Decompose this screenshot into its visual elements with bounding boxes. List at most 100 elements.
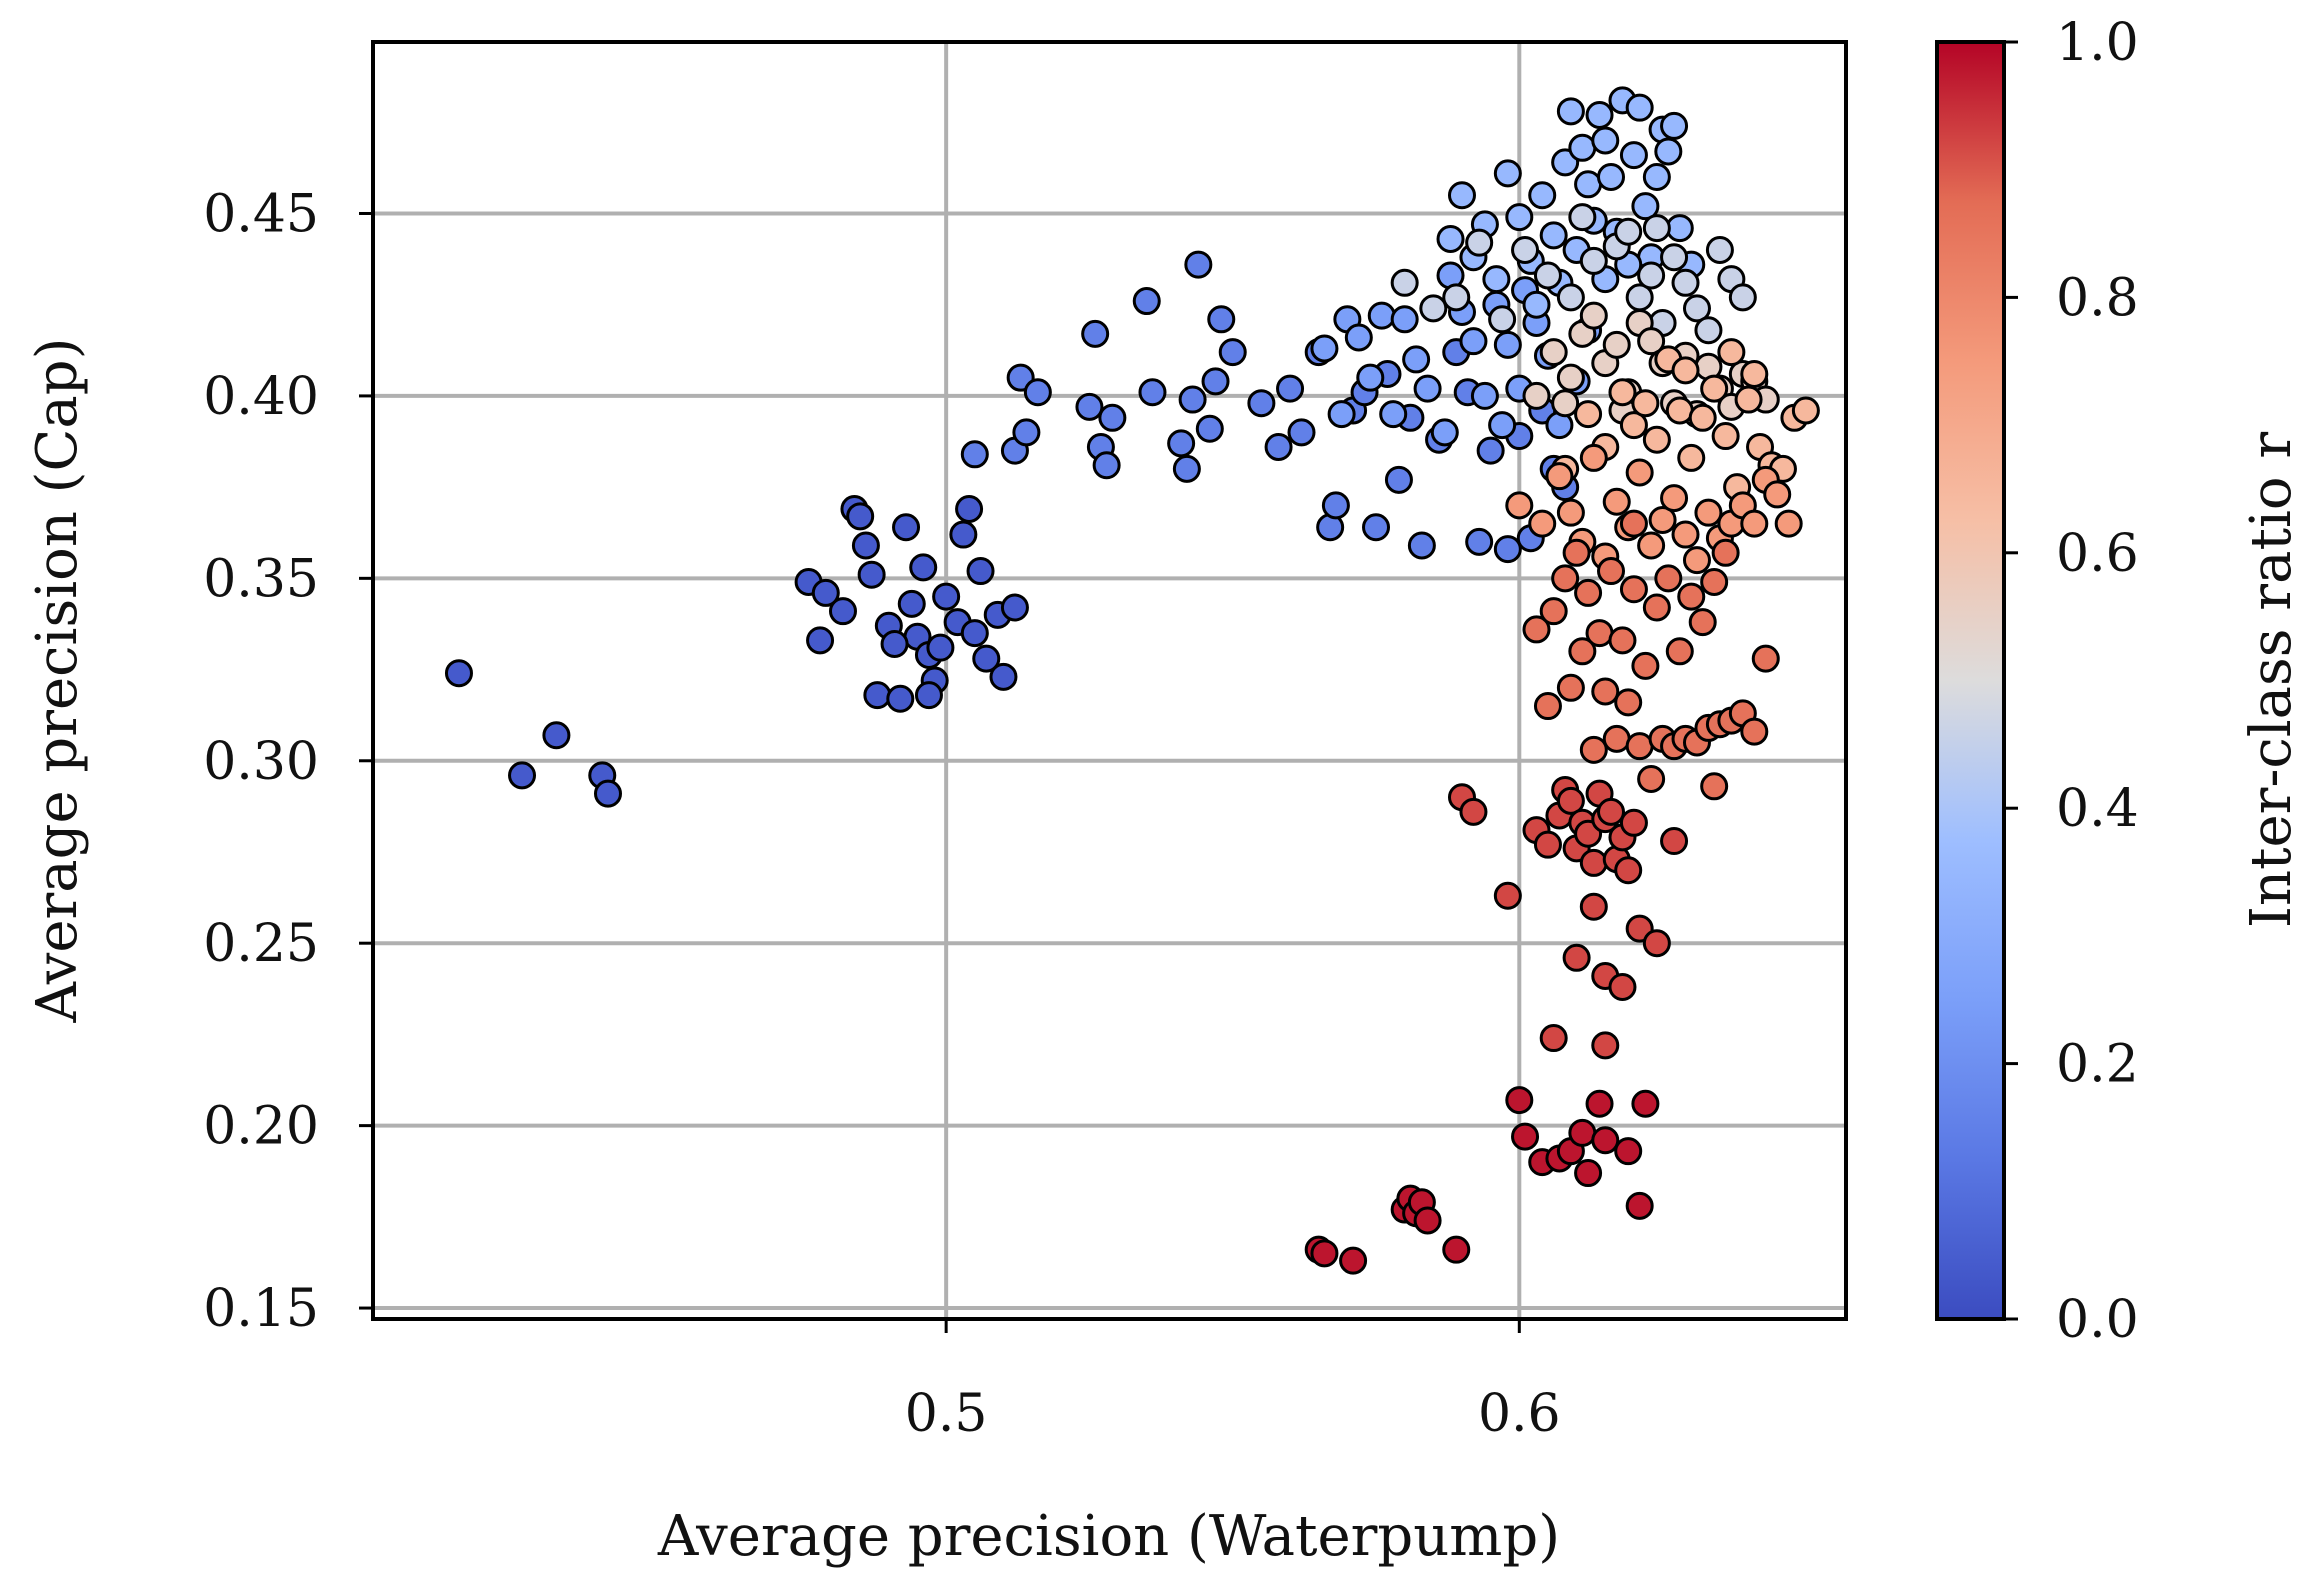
- scatter-point: [1195, 414, 1224, 443]
- colorbar-tick-label: 0.6: [2056, 524, 2139, 584]
- scatter-point: [1579, 892, 1608, 921]
- scatter-point: [1556, 363, 1585, 392]
- scatter-point: [1092, 451, 1121, 480]
- scatter-point: [1539, 597, 1568, 626]
- scatter-point: [1539, 1024, 1568, 1053]
- scatter-point: [926, 633, 955, 662]
- scatter-point: [863, 681, 892, 710]
- scatter-point: [1539, 338, 1568, 367]
- scatter-point: [892, 513, 921, 542]
- scatter-point: [1660, 484, 1689, 513]
- scatter-point: [1430, 418, 1459, 447]
- scatter-point: [1711, 538, 1740, 567]
- scatter-point: [1264, 432, 1293, 461]
- scatter-point: [1436, 225, 1465, 254]
- scatter-point: [1511, 235, 1540, 264]
- series-group: [1436, 86, 1706, 319]
- scatter-point: [1568, 203, 1597, 232]
- scatter-point: [1402, 345, 1431, 374]
- scatter-point: [1310, 334, 1339, 363]
- scatter-point: [1459, 797, 1488, 826]
- scatter-point: [1625, 1191, 1654, 1220]
- scatter-point: [1591, 677, 1620, 706]
- y-axis-ticks: 0.15 0.20 0.25 0.30 0.35 0.40 0.45: [203, 184, 373, 1339]
- scatter-point: [1533, 261, 1562, 290]
- y-tick-label: 0.35: [203, 549, 319, 609]
- scatter-point: [955, 495, 984, 524]
- scatter-point: [1574, 578, 1603, 607]
- scatter-point: [1493, 330, 1522, 359]
- scatter-point: [1488, 411, 1517, 440]
- scatter-point: [1574, 170, 1603, 199]
- scatter-point: [1774, 509, 1803, 538]
- scatter-point: [1321, 491, 1350, 520]
- colorbar-tick-label: 0.8: [2056, 268, 2139, 328]
- colorbar-tick-label: 0.4: [2056, 779, 2139, 839]
- scatter-point: [1465, 527, 1494, 556]
- scatter-point: [1642, 162, 1671, 191]
- scatter-point: [932, 582, 961, 611]
- scatter-point: [1700, 374, 1729, 403]
- scatter-point: [1700, 567, 1729, 596]
- colorbar-tick-label: 0.0: [2056, 1290, 2139, 1350]
- scatter-point: [1665, 637, 1694, 666]
- scatter-point: [1637, 765, 1666, 794]
- scatter-point: [1585, 100, 1614, 129]
- scatter-point: [1682, 294, 1711, 323]
- scatter-point: [1138, 378, 1167, 407]
- scatter-point: [1602, 487, 1631, 516]
- series-group: [1447, 775, 1689, 1060]
- scatter-point: [1476, 436, 1505, 465]
- scatter-point: [1407, 531, 1436, 560]
- scatter-point: [1642, 425, 1671, 454]
- scatter-point: [1528, 509, 1557, 538]
- y-tick-label: 0.30: [203, 732, 319, 792]
- scatter-point: [909, 553, 938, 582]
- scatter-point: [1608, 378, 1637, 407]
- scatter-point: [1344, 323, 1373, 352]
- scatter-point: [1751, 644, 1780, 673]
- scatter-point: [1442, 283, 1471, 312]
- scatter-point: [1597, 162, 1626, 191]
- x-tick-label: 0.6: [1478, 1384, 1561, 1444]
- scatter-point: [846, 502, 875, 531]
- scatter-point: [1688, 608, 1717, 637]
- scatter-point: [1574, 1159, 1603, 1188]
- scatter-point: [914, 681, 943, 710]
- scatter-point: [1511, 1122, 1540, 1151]
- scatter-point: [1218, 338, 1247, 367]
- scatter-point: [1642, 214, 1671, 243]
- colorbar-label: Inter-class ratio r: [2239, 432, 2304, 929]
- scatter-point: [1602, 724, 1631, 753]
- scatter-point: [1367, 301, 1396, 330]
- scatter-point: [1625, 458, 1654, 487]
- scatter-point: [1556, 786, 1585, 815]
- scatter-point: [1642, 593, 1671, 622]
- series-group: [960, 250, 1580, 564]
- scatter-point: [1591, 1031, 1620, 1060]
- scatter-point: [1654, 137, 1683, 166]
- scatter-point: [1390, 305, 1419, 334]
- scatter-point: [886, 684, 915, 713]
- scatter-point: [1247, 389, 1276, 418]
- scatter-point: [1000, 593, 1029, 622]
- scatter-point: [1694, 498, 1723, 527]
- colorbar-tick-label: 1.0: [2056, 13, 2139, 73]
- scatter-point: [1791, 396, 1820, 425]
- scatter-point: [1665, 396, 1694, 425]
- scatter-point: [1619, 509, 1648, 538]
- scatter-point: [1459, 327, 1488, 356]
- scatter-point: [1098, 403, 1127, 432]
- scatter-point: [1654, 564, 1683, 593]
- scatter-point: [1556, 673, 1585, 702]
- scatter-point: [1619, 808, 1648, 837]
- y-tick-label: 0.40: [203, 367, 319, 427]
- scatter-point: [1579, 848, 1608, 877]
- colorbar-ticks: 0.0 0.2 0.4 0.6 0.8 1.0: [2004, 13, 2139, 1350]
- scatter-point: [1362, 513, 1391, 542]
- scatter-point: [593, 779, 622, 808]
- scatter-point: [1178, 385, 1207, 414]
- scatter-point: [1075, 392, 1104, 421]
- scatter-point: [828, 597, 857, 626]
- scatter-point: [1579, 301, 1608, 330]
